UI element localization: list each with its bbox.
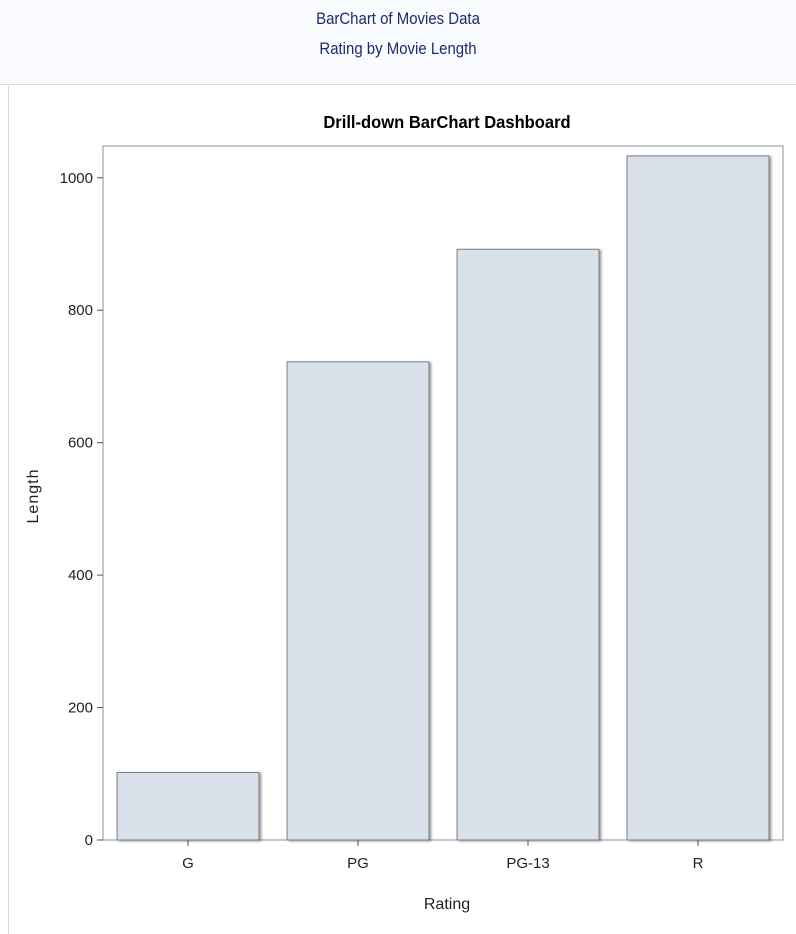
x-tick-label-pg-13: PG-13 (506, 855, 549, 872)
y-tick-label-0: 0 (85, 832, 93, 849)
x-tick-label-r: R (693, 855, 704, 872)
x-tick-label-pg: PG (347, 855, 369, 872)
y-tick-label-1: 200 (68, 700, 93, 717)
page-header: BarChart of Movies Data Rating by Movie … (0, 0, 796, 85)
chart-title: Drill-down BarChart Dashboard (323, 111, 570, 132)
bar-g[interactable] (116, 771, 260, 841)
y-axis: 0 200 400 600 800 1000 (60, 170, 103, 849)
x-axis-title: Rating (424, 896, 470, 913)
y-tick-label-3: 600 (68, 435, 93, 452)
report-title: BarChart of Movies Data (316, 9, 480, 28)
y-tick-label-4: 800 (68, 302, 93, 319)
y-tick-label-2: 400 (68, 567, 93, 584)
bar-r[interactable] (626, 155, 770, 841)
bar-pg-13[interactable] (456, 248, 600, 841)
x-axis: G PG PG-13 R (182, 840, 704, 872)
y-tick-label-5: 1000 (60, 170, 93, 187)
report-subtitle: Rating by Movie Length (319, 39, 477, 58)
bars-group (116, 155, 770, 841)
y-axis-title: Length (25, 469, 42, 524)
x-tick-label-g: G (182, 855, 194, 872)
bar-pg[interactable] (286, 361, 430, 841)
